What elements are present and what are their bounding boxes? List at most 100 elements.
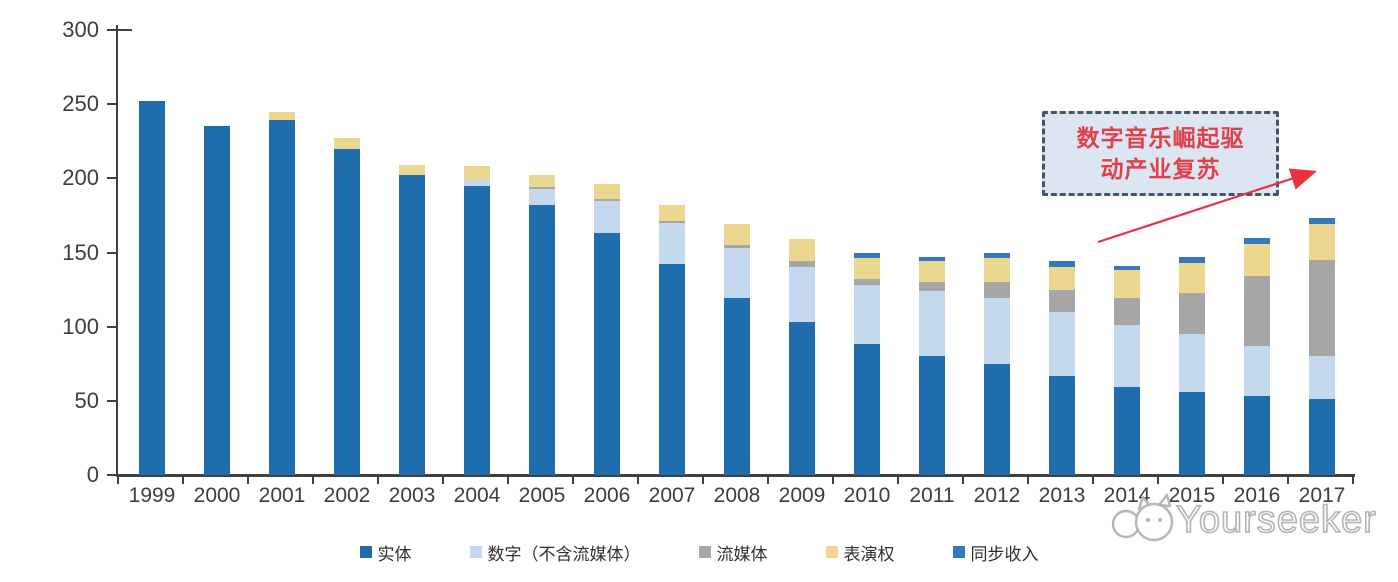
x-tick — [767, 476, 769, 484]
bar-segment-physical-2003 — [399, 175, 425, 475]
bar-segment-physical-2005 — [529, 205, 555, 475]
x-tick — [637, 476, 639, 484]
y-tick — [106, 251, 116, 254]
bar-segment-digital-excl-streaming-2004 — [464, 179, 490, 186]
x-tick — [377, 476, 379, 484]
x-axis-label-2003: 2003 — [388, 484, 436, 507]
annotation-callout: 数字音乐崛起驱 动产业复苏 — [1042, 111, 1279, 196]
bar-segment-streaming-2014 — [1114, 298, 1140, 326]
x-axis-label-2016: 2016 — [1233, 484, 1281, 507]
bar-segment-streaming-2010 — [854, 279, 880, 286]
bar-segment-digital-excl-streaming-2011 — [919, 291, 945, 357]
y-tick-label: 150 — [62, 239, 99, 265]
bar-segment-performance-rights-2011 — [919, 261, 945, 283]
annotation-text-line2: 动产业复苏 — [1100, 157, 1221, 182]
y-tick — [106, 325, 116, 328]
legend-label-sync: 同步收入 — [970, 544, 1039, 564]
legend-swatch-sync — [952, 546, 965, 558]
bar-segment-physical-2004 — [464, 185, 490, 475]
bar-segment-physical-2017 — [1309, 399, 1335, 475]
x-axis-label-2013: 2013 — [1038, 484, 1086, 507]
x-tick — [1027, 476, 1029, 484]
bar-segment-performance-rights-2013 — [1049, 267, 1075, 290]
y-tick — [106, 103, 116, 106]
arrow-head — [1288, 168, 1317, 190]
bar-segment-physical-2009 — [789, 322, 815, 475]
x-axis-label-2010: 2010 — [843, 484, 891, 507]
bar-segment-physical-2006 — [594, 233, 620, 475]
bar-segment-digital-excl-streaming-2015 — [1179, 334, 1205, 392]
bar-segment-sync-2010 — [854, 252, 880, 259]
x-axis-label-2009: 2009 — [778, 484, 826, 507]
bar-segment-digital-excl-streaming-2014 — [1114, 325, 1140, 388]
legend-swatch-streaming — [698, 546, 711, 558]
x-axis-label-2004: 2004 — [453, 484, 501, 507]
legend-label-digital-excl-streaming: 数字（不含流媒体） — [487, 544, 641, 564]
x-tick — [1092, 476, 1094, 484]
legend-label-physical: 实体 — [377, 544, 412, 564]
x-tick — [312, 476, 314, 484]
x-axis-label-2017: 2017 — [1298, 484, 1346, 507]
bar-segment-performance-rights-2006 — [594, 184, 620, 200]
x-axis-label-2000: 2000 — [193, 484, 241, 507]
legend-label-performance-rights: 表演权 — [843, 544, 895, 564]
bar-segment-digital-excl-streaming-2009 — [789, 267, 815, 323]
bar-segment-performance-rights-2003 — [399, 164, 425, 176]
bar-segment-sync-2017 — [1309, 218, 1335, 225]
x-tick — [832, 476, 834, 484]
bar-segment-streaming-2013 — [1049, 289, 1075, 312]
bar-segment-streaming-2006 — [594, 199, 620, 201]
bar-segment-physical-2001 — [269, 120, 295, 475]
x-tick — [1222, 476, 1224, 484]
bar-segment-physical-2002 — [334, 148, 360, 475]
x-axis-label-2014: 2014 — [1103, 484, 1151, 507]
y-axis-line — [115, 25, 118, 477]
bar-segment-physical-2008 — [724, 298, 750, 475]
bar-segment-physical-2015 — [1179, 391, 1205, 475]
y-tick-label: 300 — [62, 17, 99, 42]
watermark: Yourseeker — [1106, 492, 1377, 550]
y-tick-label: 100 — [62, 313, 99, 339]
bar-segment-streaming-2011 — [919, 282, 945, 292]
bar-segment-streaming-2012 — [984, 282, 1010, 299]
x-axis-line — [115, 474, 1355, 477]
bar-segment-streaming-2005 — [529, 187, 555, 189]
bar-segment-performance-rights-2010 — [854, 258, 880, 280]
legend-swatch-performance-rights — [825, 546, 838, 558]
x-tick — [1287, 476, 1289, 484]
bar-segment-performance-rights-2005 — [529, 175, 555, 188]
x-axis-label-2005: 2005 — [518, 484, 566, 507]
legend-item-sync: 同步收入 — [952, 540, 1039, 565]
bar-segment-physical-2000 — [204, 126, 230, 475]
y-tick — [106, 474, 116, 476]
bar-segment-performance-rights-2016 — [1244, 243, 1270, 277]
legend-item-physical: 实体 — [359, 540, 412, 565]
bar-segment-digital-excl-streaming-2010 — [854, 285, 880, 345]
bar-segment-digital-excl-streaming-2007 — [659, 222, 685, 265]
bar-segment-digital-excl-streaming-2016 — [1244, 345, 1270, 397]
bar-segment-sync-2015 — [1179, 256, 1205, 263]
bar-segment-performance-rights-2017 — [1309, 224, 1335, 260]
bar-segment-streaming-2007 — [659, 221, 685, 223]
bar-segment-performance-rights-2008 — [724, 224, 750, 246]
bar-segment-physical-1999 — [139, 101, 165, 475]
yourseeker-logo-icon — [1111, 493, 1174, 542]
y-tick-label: 0 — [86, 462, 99, 487]
bar-segment-performance-rights-2014 — [1114, 270, 1140, 299]
bar-segment-physical-2012 — [984, 363, 1010, 475]
legend-item-streaming: 流媒体 — [698, 540, 768, 565]
x-axis-label-2015: 2015 — [1168, 484, 1216, 507]
bar-segment-physical-2007 — [659, 264, 685, 475]
legend-swatch-physical — [359, 546, 372, 558]
x-tick — [1157, 476, 1159, 484]
bar-segment-digital-excl-streaming-2006 — [594, 200, 620, 234]
bar-segment-physical-2013 — [1049, 375, 1075, 475]
bar-segment-digital-excl-streaming-2008 — [724, 248, 750, 299]
x-tick — [117, 476, 119, 484]
y-tick-label: 250 — [62, 91, 99, 117]
bar-segment-performance-rights-2002 — [334, 138, 360, 149]
bar-segment-physical-2014 — [1114, 387, 1140, 475]
bar-segment-sync-2014 — [1114, 265, 1140, 271]
bar-segment-sync-2016 — [1244, 237, 1270, 244]
x-tick — [442, 476, 444, 484]
